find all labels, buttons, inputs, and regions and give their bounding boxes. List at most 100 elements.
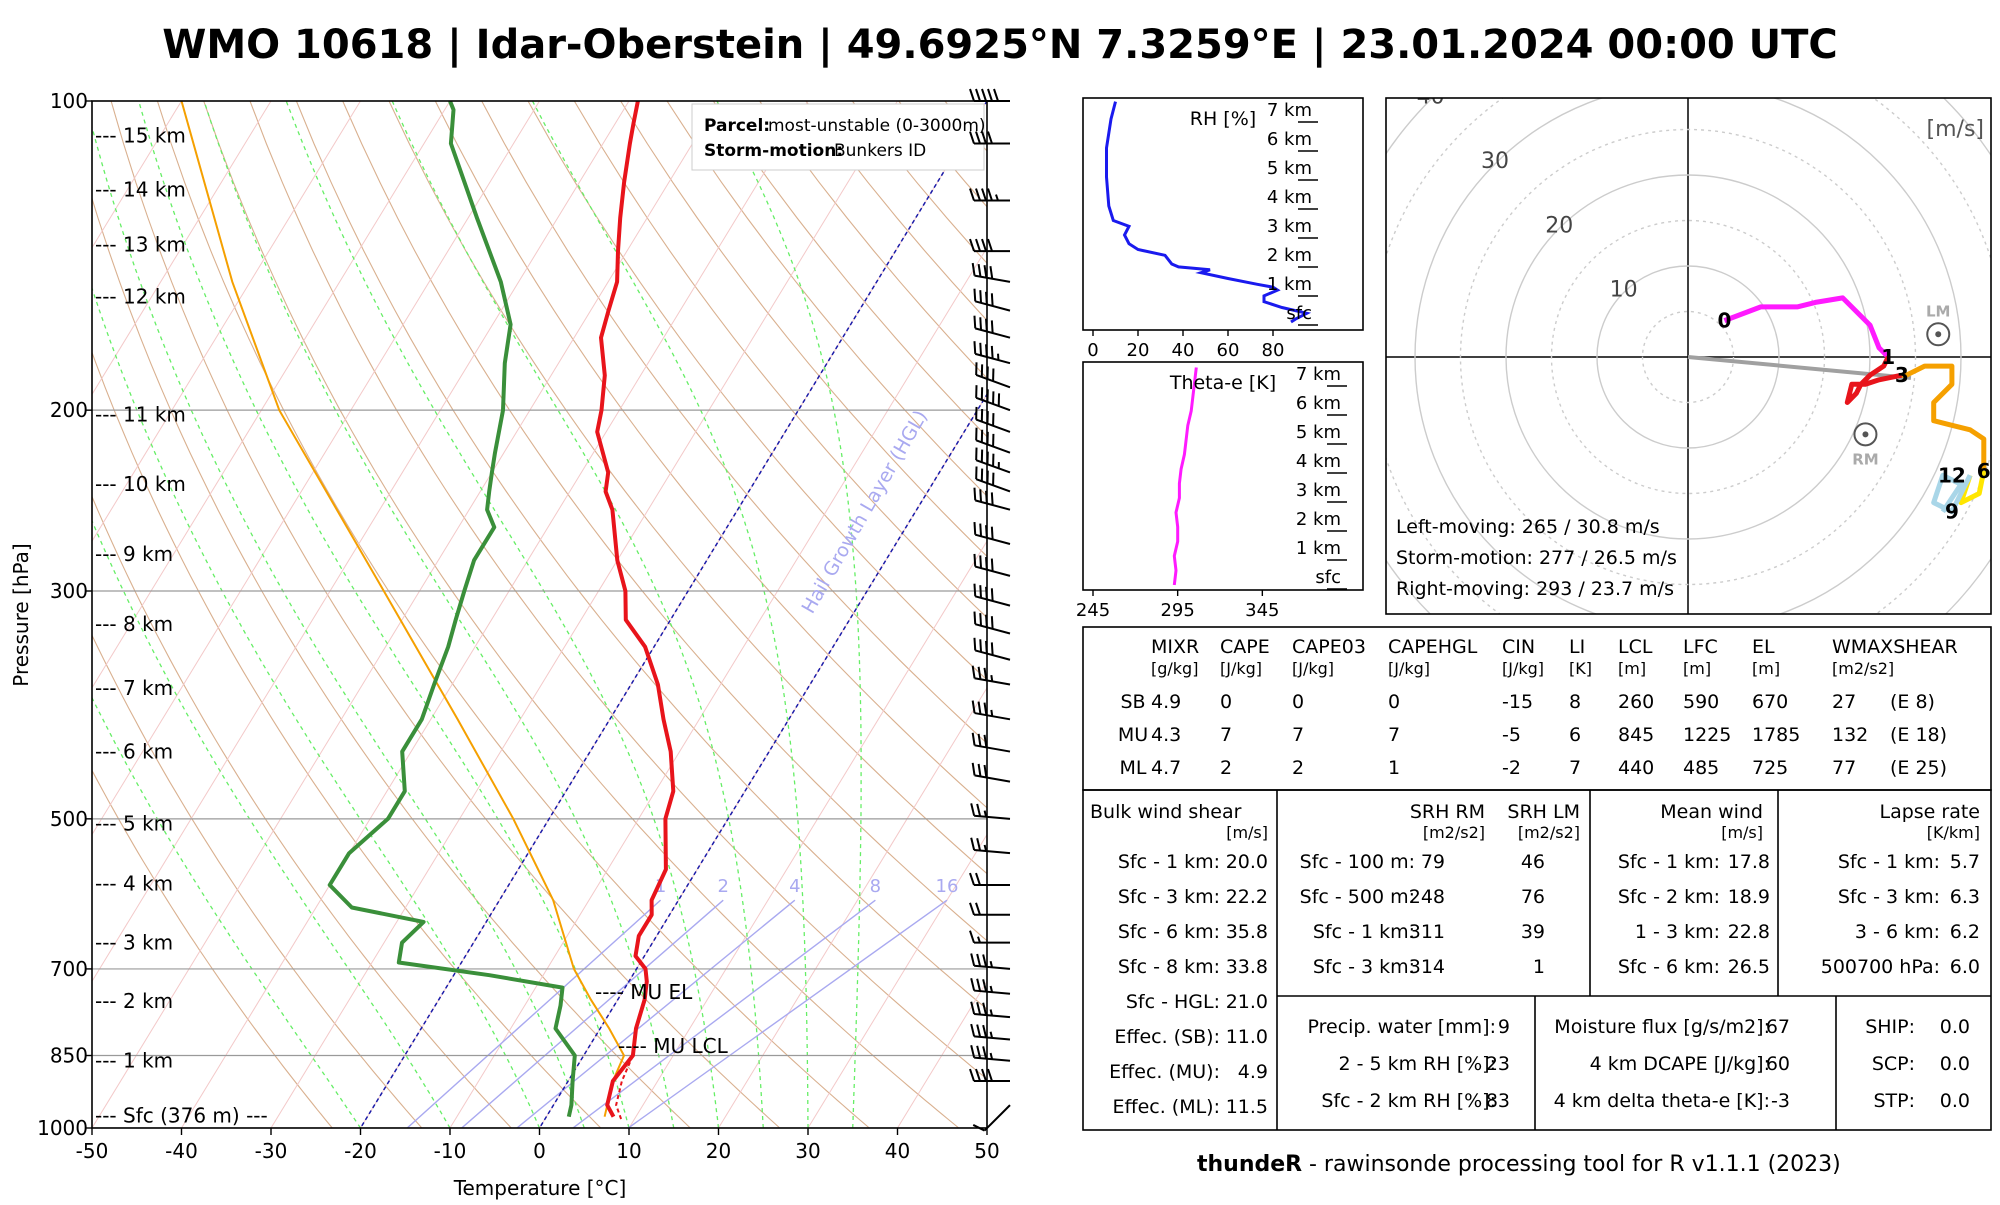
hodograph-level-label: 3 — [1895, 363, 1909, 387]
table-cell: 440 — [1618, 757, 1654, 779]
wind-barb — [976, 428, 1010, 453]
mean-wind-value: 17.8 — [1728, 851, 1770, 873]
flux-value: 67 — [1766, 1016, 1790, 1038]
pressure-tick-label: 1000 — [37, 1116, 88, 1140]
bulk-shear-title: Bulk wind shear — [1090, 801, 1242, 823]
srh-rm-header: SRH RM — [1410, 801, 1485, 823]
wind-barb — [974, 488, 1010, 510]
height-label: --- 4 km — [95, 871, 173, 895]
bulk-shear-value: 22.2 — [1226, 886, 1268, 908]
lapse-rate-label: Sfc - 3 km: — [1838, 886, 1940, 908]
hodograph-ring-label: 30 — [1481, 149, 1509, 174]
wind-barb — [974, 612, 1010, 634]
wind-barb — [971, 1024, 1010, 1039]
moisture-value: 9 — [1498, 1016, 1510, 1038]
wind-barb — [970, 89, 1010, 101]
lapse-rate-label: 3 - 6 km: — [1855, 921, 1940, 943]
lapse-rate-value: 5.7 — [1950, 851, 1980, 873]
wind-barb — [971, 838, 1010, 853]
table-cell: 7 — [1292, 724, 1304, 746]
wind-barb — [974, 584, 1010, 606]
height-label: --- 10 km — [95, 472, 186, 496]
moisture-value: 83 — [1486, 1090, 1510, 1112]
bulk-shear-value: 20.0 — [1226, 851, 1268, 873]
wind-barb — [976, 362, 1010, 387]
table-cell: 725 — [1752, 757, 1788, 779]
height-label: --- 9 km — [95, 542, 173, 566]
table-cell: 2 — [1220, 757, 1232, 779]
rh-x-tick: 60 — [1217, 340, 1240, 361]
wind-barb — [974, 289, 1010, 311]
wind-barb — [971, 953, 1010, 968]
wind-barb — [973, 263, 1010, 282]
lapse-rate-value: 6.0 — [1950, 956, 1980, 978]
moisture-label: Precip. water [mm]: — [1308, 1016, 1497, 1038]
left-moving-text: Left-moving: 265 / 30.8 m/s — [1396, 516, 1660, 538]
legend-storm-label: Storm-motion: — [704, 141, 843, 161]
rh-height-label: 3 km — [1267, 216, 1312, 237]
legend-parcel-value: most-unstable (0-3000m) — [768, 116, 986, 136]
table-header: CIN — [1502, 636, 1535, 658]
mean-wind-value: 18.9 — [1728, 886, 1770, 908]
table-cell: -15 — [1502, 691, 1533, 713]
isotherm — [168, 78, 822, 1150]
mean-wind-label: Sfc - 6 km: — [1618, 956, 1720, 978]
table-cell: 4.7 — [1151, 757, 1181, 779]
rh-height-label: 6 km — [1267, 129, 1312, 150]
bulk-shear-label: Sfc - 1 km: — [1118, 851, 1220, 873]
srh-value-2: 39 — [1521, 921, 1545, 943]
srh-value: 79 — [1421, 851, 1445, 873]
table-header: EL — [1752, 636, 1775, 658]
moisture-label: Sfc - 2 km RH [%]: — [1321, 1090, 1496, 1112]
theta-e-x-tick: 245 — [1076, 600, 1110, 621]
bulk-shear-value: 33.8 — [1226, 956, 1268, 978]
table-header: LFC — [1683, 636, 1718, 658]
srh-value: 314 — [1409, 956, 1445, 978]
wind-barb — [976, 407, 1010, 432]
bulk-shear-value: 21.0 — [1226, 991, 1268, 1013]
height-label: --- Sfc (376 m) --- — [95, 1103, 268, 1127]
pressure-tick-label: 500 — [50, 807, 88, 831]
dry-adiabat — [899, 101, 2000, 1150]
hodograph-units: [m/s] — [1927, 117, 1984, 142]
table-cell: 0 — [1220, 691, 1232, 713]
mean-wind-value: 26.5 — [1728, 956, 1770, 978]
wind-barb — [970, 239, 1010, 251]
table-header-unit: [m] — [1618, 659, 1646, 678]
table-header: LI — [1569, 636, 1585, 658]
mean-wind-title: Mean wind — [1660, 801, 1763, 823]
rh-height-label: 5 km — [1267, 158, 1312, 179]
table-cell: 8 — [1569, 691, 1581, 713]
pressure-tick-label: 300 — [50, 579, 88, 603]
table-header-unit: [J/kg] — [1292, 659, 1334, 678]
flux-label: Moisture flux [g/s/m2]: — [1554, 1016, 1770, 1038]
table-cell: 260 — [1618, 691, 1654, 713]
right-moving-text: Right-moving: 293 / 23.7 m/s — [1396, 578, 1674, 600]
table-cell: 0 — [1292, 691, 1304, 713]
index-value: 0.0 — [1940, 1090, 1970, 1112]
table-header: WMAXSHEAR — [1832, 636, 1958, 658]
table-cell: 670 — [1752, 691, 1788, 713]
wind-barb — [974, 316, 1010, 338]
rh-x-tick: 0 — [1087, 340, 1098, 361]
bulk-shear-value: 11.5 — [1226, 1096, 1268, 1118]
wind-barb — [970, 931, 1010, 943]
table-header-unit: [g/kg] — [1151, 659, 1198, 678]
bulk-shear-unit: [m/s] — [1226, 823, 1268, 842]
srh-label: Sfc - 1 km: — [1313, 921, 1415, 943]
table-cell: 4.9 — [1151, 691, 1181, 713]
bulk-shear-label: Effec. (MU): — [1109, 1061, 1220, 1083]
x-tick-label: -50 — [76, 1139, 109, 1163]
rm-label: RM — [1852, 450, 1878, 468]
table-cell: 0 — [1388, 691, 1400, 713]
index-value: 0.0 — [1940, 1016, 1970, 1038]
hodograph-level-label: 12 — [1938, 463, 1966, 487]
srh-label: Sfc - 500 m: — [1300, 886, 1415, 908]
srh-lm-header: SRH LM — [1507, 801, 1580, 823]
mixing-ratio-line — [437, 900, 724, 1150]
isotherm — [0, 78, 464, 1150]
moisture-value: 23 — [1486, 1053, 1510, 1075]
table-cell: 132 — [1832, 724, 1868, 746]
